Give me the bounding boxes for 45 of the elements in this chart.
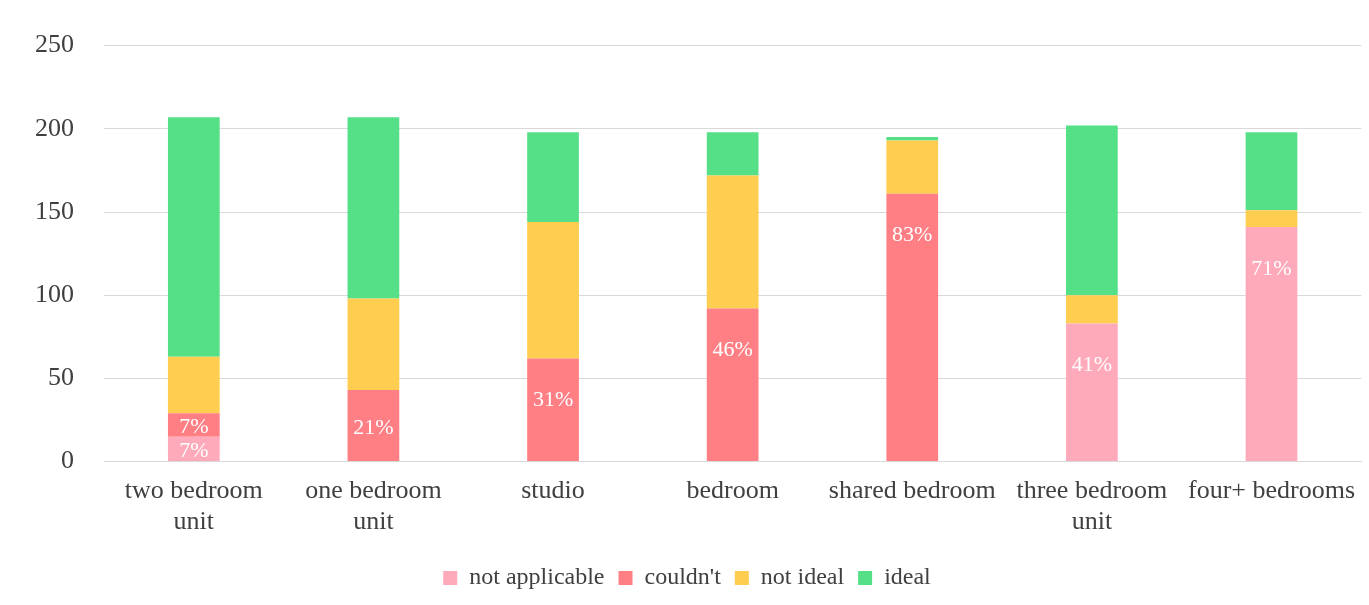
annotation: 21% — [353, 413, 394, 439]
annotation: 41% — [1071, 351, 1113, 377]
bar — [1066, 125, 1118, 296]
y-tick-label: 200 — [35, 112, 74, 142]
bar — [886, 140, 939, 194]
bar — [347, 390, 400, 462]
bar — [706, 308, 759, 462]
bar — [347, 298, 400, 391]
bar — [706, 132, 759, 176]
bar — [886, 193, 939, 462]
legend-label: ideal — [884, 563, 932, 590]
bar — [886, 137, 939, 141]
y-tick-label: 100 — [35, 279, 74, 309]
legend-label: couldn't — [644, 563, 722, 590]
y-tick-label: 50 — [48, 362, 74, 392]
bar — [347, 117, 400, 299]
bar — [527, 358, 579, 462]
annotation: 46% — [712, 336, 753, 362]
x-tick-label: one bedroom unit — [305, 475, 442, 536]
x-tick-label: studio — [521, 475, 585, 505]
bar — [527, 221, 579, 359]
x-tick-label: three bedroom unit — [1016, 475, 1168, 536]
legend-label: not ideal — [760, 563, 845, 590]
x-tick-label: bedroom — [686, 475, 779, 505]
bar — [1245, 226, 1298, 462]
annotation: 7% — [179, 436, 209, 462]
bar — [167, 117, 220, 357]
x-tick-label: four+ bedrooms — [1187, 475, 1356, 505]
annotation: 83% — [892, 221, 933, 247]
x-tick-label: shared bedroom — [828, 475, 996, 505]
annotation: 7% — [179, 412, 209, 438]
bar — [1066, 323, 1118, 462]
x-tick-label: two bedroom unit — [124, 475, 263, 536]
y-tick-label: 0 — [61, 445, 74, 475]
bar — [706, 175, 759, 309]
annotation: 31% — [532, 386, 574, 412]
bar — [167, 356, 220, 414]
legend-label: not applicable — [469, 563, 605, 590]
bar — [1066, 295, 1118, 324]
y-tick-label: 150 — [35, 195, 74, 225]
bar — [1245, 132, 1298, 211]
annotation: 71% — [1251, 254, 1292, 280]
bar — [1245, 210, 1298, 227]
bar — [527, 132, 579, 222]
y-tick-label: 250 — [35, 29, 74, 59]
